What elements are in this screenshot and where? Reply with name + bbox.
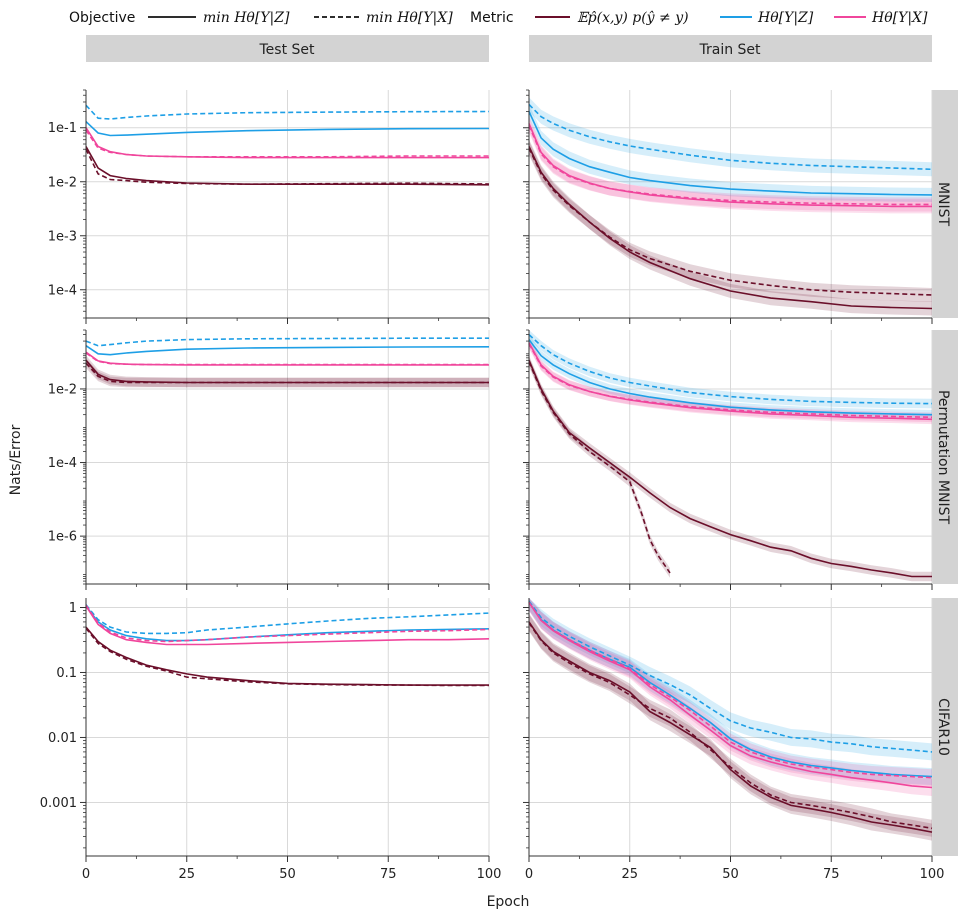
line-hx-objective-x	[528, 601, 933, 779]
panel-permutation-mnist-train-set	[523, 329, 933, 590]
panel-cifar10-test-set: 0.001 0.01 0.1 1 0 25 50 75 100	[40, 598, 502, 882]
y-tick-label: 1e-3	[48, 229, 77, 244]
x-tick-label: 50	[279, 867, 296, 882]
line-error-objective-z	[528, 621, 933, 833]
line-hz-objective-z	[528, 111, 933, 196]
legend-metric-hx: Hθ[Y|X]	[871, 10, 928, 26]
x-axis-title: Epoch	[487, 894, 530, 910]
band-hx-x	[529, 118, 932, 212]
x-tick-label: 25	[178, 867, 195, 882]
line-error-objective-x	[528, 361, 671, 574]
strip-mnist-label: MNIST	[935, 182, 951, 227]
y-tick-label: 1	[69, 601, 77, 616]
strip-train-set-label: Train Set	[698, 42, 761, 58]
line-hz-objective-x	[85, 604, 490, 635]
band-hx-x	[529, 598, 932, 787]
band-error-x	[86, 358, 489, 388]
line-hz-objective-z	[85, 121, 490, 137]
band-hz-x	[529, 598, 932, 761]
strip-test-set-label: Test Set	[258, 42, 315, 58]
y-tick-label: 1e-2	[48, 382, 77, 397]
line-error-objective-z	[528, 146, 933, 310]
line-hz-objective-z	[528, 339, 933, 416]
legend-metric-title: Metric	[470, 10, 514, 26]
band-error-z	[529, 613, 932, 841]
strip-permutation-mnist-label: Permutation MNIST	[935, 390, 951, 524]
band-hz-x	[529, 330, 932, 409]
y-tick-label: 1e-4	[48, 456, 77, 471]
panels: 1e-4 1e-3 1e-2 1e-1 1e-6 1e-4 1e-2 0.001 0.01 0.1…	[40, 89, 944, 882]
x-tick-label: 50	[722, 867, 739, 882]
x-tick-label: 100	[920, 867, 945, 882]
line-error-objective-x	[528, 147, 933, 296]
y-axis-title: Nats/Error	[8, 424, 24, 495]
line-error-objective-z	[528, 359, 932, 578]
line-error-objective-x	[85, 148, 490, 186]
line-hx-objective-x	[85, 129, 489, 158]
line-hx-objective-x	[528, 343, 933, 419]
legend-metric-error: 𝔼p̂(x,y) p(ŷ ≠ y)	[577, 9, 689, 26]
band-hx-x	[529, 338, 932, 423]
y-tick-label: 1e-4	[48, 283, 77, 298]
band-hx-z	[529, 598, 932, 796]
x-tick-label: 25	[621, 867, 638, 882]
line-error-objective-x	[85, 627, 489, 687]
y-tick-label: 0.001	[40, 796, 77, 811]
band-error-z	[529, 355, 932, 582]
line-hx-objective-z	[85, 605, 490, 646]
panel-mnist-train-set	[523, 89, 933, 324]
line-hx-objective-x	[528, 125, 932, 206]
line-hx-objective-z	[528, 342, 933, 421]
panel-mnist-test-set: 1e-4 1e-3 1e-2 1e-1	[48, 89, 490, 324]
y-tick-label: 1e-1	[48, 121, 77, 136]
line-hz-objective-z	[85, 605, 490, 642]
legend-objective-x: min Hθ[Y|X]	[366, 10, 453, 26]
line-hz-objective-z	[85, 345, 490, 356]
x-tick-label: 0	[525, 867, 533, 882]
line-hx-objective-z	[528, 601, 933, 789]
line-hx-objective-x	[85, 352, 489, 366]
strip-train-set	[529, 35, 932, 62]
band-error-x	[529, 356, 670, 578]
strip-mnist	[932, 90, 958, 318]
panel-permutation-mnist-test-set: 1e-6 1e-4 1e-2	[48, 329, 490, 590]
line-error-objective-x	[85, 362, 489, 384]
y-tick-label: 0.01	[48, 731, 77, 746]
line-hz-objective-x	[528, 600, 933, 753]
strip-permutation-mnist	[932, 330, 958, 584]
strip-cifar10	[932, 598, 958, 856]
y-tick-label: 1e-2	[48, 175, 77, 190]
legend: Objective min Hθ[Y|Z] min Hθ[Y|X] Metric…	[69, 9, 928, 26]
x-tick-label: 0	[82, 867, 90, 882]
x-tick-label: 75	[380, 867, 397, 882]
legend-metric-hz: Hθ[Y|Z]	[757, 10, 814, 26]
line-hz-objective-x	[85, 337, 489, 347]
line-hz-objective-x	[528, 103, 933, 171]
line-hx-objective-x	[85, 604, 490, 643]
y-tick-label: 0.1	[56, 666, 77, 681]
legend-objective-title: Objective	[69, 10, 135, 26]
x-tick-label: 100	[477, 867, 502, 882]
line-hx-objective-z	[528, 123, 932, 208]
band-hz-z	[529, 598, 932, 786]
band-hx-z	[529, 338, 932, 425]
strip-cifar10-label: CIFAR10	[935, 698, 951, 756]
line-error-objective-x	[528, 622, 933, 830]
band-hz-z	[529, 334, 932, 420]
band-hx-z	[529, 116, 932, 214]
band-error-x	[529, 614, 932, 837]
legend-objective-z: min Hθ[Y|Z]	[203, 10, 290, 26]
panel-cifar10-train-set: 0 25 50 75 100	[523, 598, 944, 882]
x-tick-label: 75	[823, 867, 840, 882]
y-tick-label: 1e-6	[48, 530, 77, 545]
strip-test-set	[86, 35, 489, 62]
line-hz-objective-x	[528, 334, 933, 405]
band-error-z	[86, 355, 489, 388]
